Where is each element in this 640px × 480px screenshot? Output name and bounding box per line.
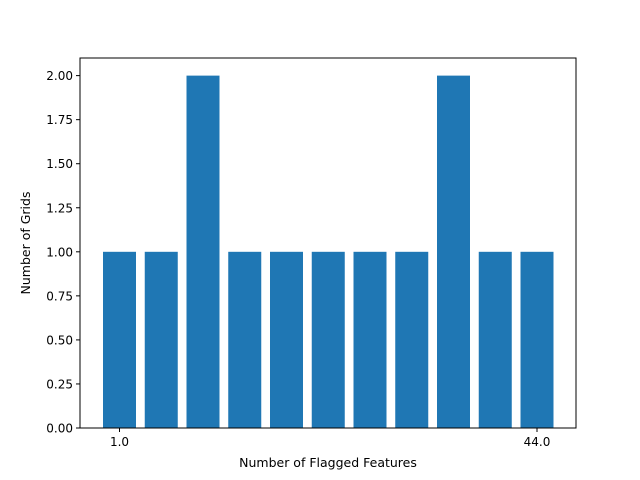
bar — [520, 251, 554, 428]
plot-frame — [79, 57, 577, 429]
bar — [395, 251, 429, 428]
y-tick-label: 1.00 — [46, 245, 73, 259]
bar — [144, 251, 178, 428]
y-axis-label: Number of Grids — [18, 192, 33, 295]
y-tick-label: 1.25 — [46, 201, 73, 215]
bar — [437, 75, 470, 429]
x-tick-label: 44.0 — [524, 435, 551, 449]
bar — [186, 75, 220, 429]
y-tick-label: 1.50 — [46, 157, 73, 171]
y-tick-label: 0.25 — [46, 377, 73, 391]
y-tick-label: 2.00 — [46, 69, 73, 83]
y-tick-label: 0.50 — [46, 333, 73, 347]
bar — [353, 251, 387, 428]
x-axis-ticks: 1.0 44.0 — [110, 428, 550, 449]
bars-group — [103, 75, 554, 429]
y-tick-label: 0.75 — [46, 289, 73, 303]
bar — [103, 251, 136, 428]
bar — [311, 251, 345, 428]
x-axis-label: Number of Flagged Features — [239, 455, 417, 470]
y-axis-ticks: 0.00 0.25 0.50 0.75 1.00 1.25 1.50 1.75 2.00 — [46, 69, 80, 436]
y-tick-label: 1.75 — [46, 113, 73, 127]
bar — [270, 251, 303, 428]
y-tick-label: 0.00 — [46, 422, 73, 436]
x-tick-label: 1.0 — [110, 435, 129, 449]
bar — [228, 251, 262, 428]
bar — [478, 251, 512, 428]
